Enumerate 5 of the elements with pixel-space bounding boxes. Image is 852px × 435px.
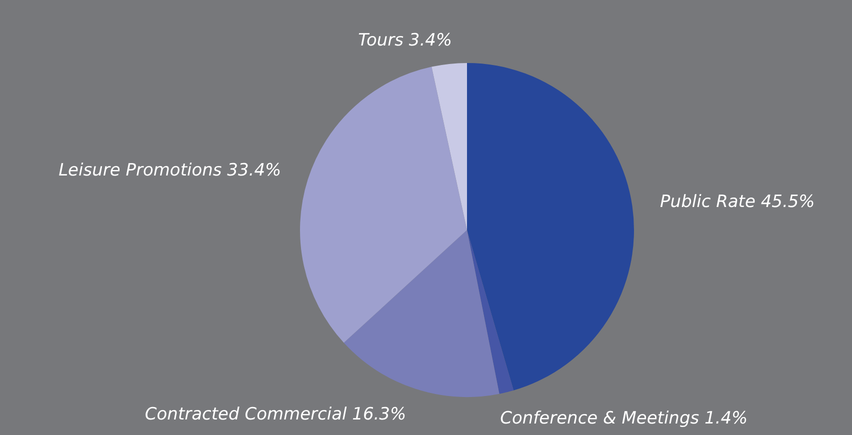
slice-label: Public Rate 45.5% — [660, 192, 815, 212]
slice-label: Contracted Commercial 16.3% — [144, 404, 406, 425]
slice-label: Leisure Promotions 33.4% — [58, 160, 282, 180]
slice-label: Conference & Meetings 1.4% — [500, 408, 748, 428]
slice-label: Tours 3.4% — [358, 30, 452, 50]
